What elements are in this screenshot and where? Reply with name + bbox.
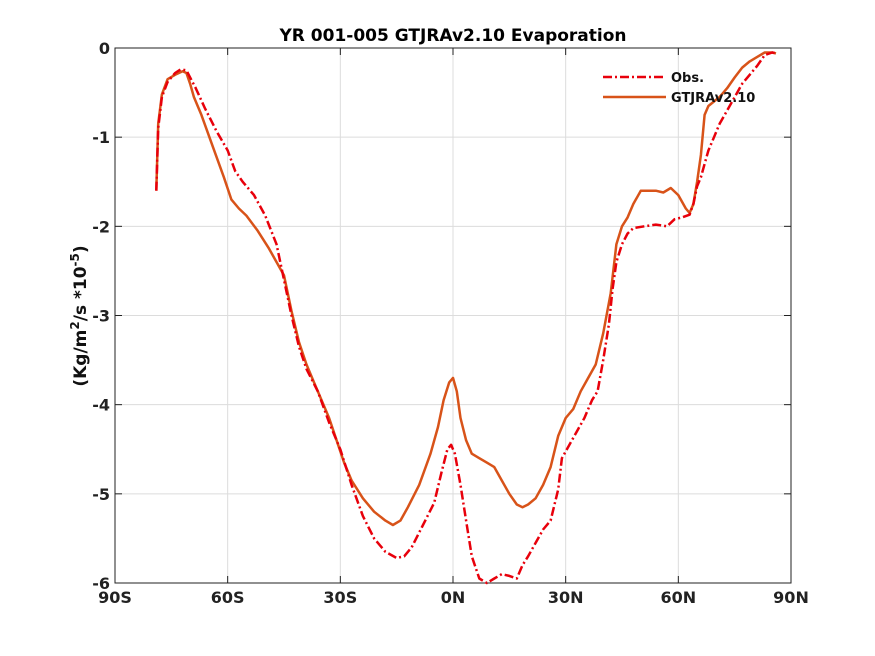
y-tick-label: -3 (92, 307, 110, 326)
x-tick-label: 90S (98, 588, 132, 607)
y-axis-label-post: ) (71, 245, 91, 253)
legend-label-gtjra: GTJRAv2.10 (671, 91, 755, 106)
legend-label-obs: Obs. (671, 71, 704, 86)
y-tick-label: 0 (99, 39, 110, 58)
y-axis-label-sup1: 2 (68, 321, 82, 329)
x-tick-label: 30N (548, 588, 584, 607)
y-axis-label-sup2: -5 (68, 253, 82, 266)
legend: Obs. GTJRAv2.10 (603, 71, 755, 106)
x-tick-label: 90N (773, 588, 809, 607)
x-tick-label: 60N (661, 588, 697, 607)
x-tick-label: 60S (211, 588, 245, 607)
y-axis-label-pre: (Kg/m (71, 330, 91, 387)
series-layer (155, 51, 777, 585)
series-line-gtjra (155, 51, 777, 527)
series-line-obs (155, 51, 777, 585)
y-axis-label-mid: /s *10 (71, 266, 91, 321)
chart-title: YR 001-005 GTJRAv2.10 Evaporation (278, 26, 626, 46)
y-tick-label: -6 (92, 574, 110, 593)
x-tick-label: 0N (441, 588, 466, 607)
y-axis: 0 -1 -2 -3 -4 -5 -6 (92, 39, 791, 593)
y-tick-label: -2 (92, 217, 110, 236)
x-axis: 90S 60S 30S 0N 30N 60N 90N (98, 48, 809, 607)
y-tick-label: -1 (92, 128, 110, 147)
y-axis-label: (Kg/m2/s *10-5) (68, 245, 91, 386)
y-tick-label: -4 (92, 396, 110, 415)
x-tick-label: 30S (323, 588, 357, 607)
y-tick-label: -5 (92, 485, 110, 504)
